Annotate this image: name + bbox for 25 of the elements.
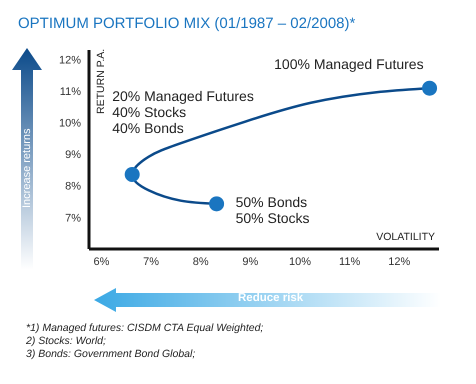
annotation: 20% Managed Futures 40% Stocks 40% Bonds xyxy=(112,88,254,136)
x-tick-label: 11% xyxy=(339,256,360,268)
x-tick-label: 12% xyxy=(388,256,411,268)
x-tick-label: 9% xyxy=(242,256,259,268)
y-tick-label: 11% xyxy=(60,86,82,98)
y-axis-title: RETURN P.A. xyxy=(95,48,107,114)
x-tick-label: 8% xyxy=(192,256,209,268)
text: Reduce risk xyxy=(238,292,304,304)
point xyxy=(422,80,438,96)
x-tick-label: 6% xyxy=(93,256,110,268)
annotation: 100% Managed Futures xyxy=(274,56,424,72)
y-tick-label: 8% xyxy=(65,180,82,193)
y-tick-label: 12% xyxy=(58,54,82,66)
y-tick-label: 7% xyxy=(65,212,82,224)
x-tick-label: 7% xyxy=(143,256,160,268)
annotation: 50% Bonds 50% Stocks xyxy=(236,194,310,226)
y-tick-label: 10% xyxy=(58,118,82,130)
y-tick-label: 9% xyxy=(65,149,82,162)
chart-title: OPTIMUM PORTFOLIO MIX (01/1987 – 02/2008)* xyxy=(18,15,356,32)
text: Increase returns xyxy=(21,128,33,208)
x-tick-label: 10% xyxy=(288,256,312,268)
text: *1) Managed futures: CISDM CTA Equal Weighted; 2) Stocks: World; 3) Bonds: Government Bond Global; xyxy=(26,322,264,361)
point xyxy=(124,166,140,182)
point xyxy=(209,196,224,212)
x-axis-title: VOLATILITY xyxy=(376,231,435,243)
